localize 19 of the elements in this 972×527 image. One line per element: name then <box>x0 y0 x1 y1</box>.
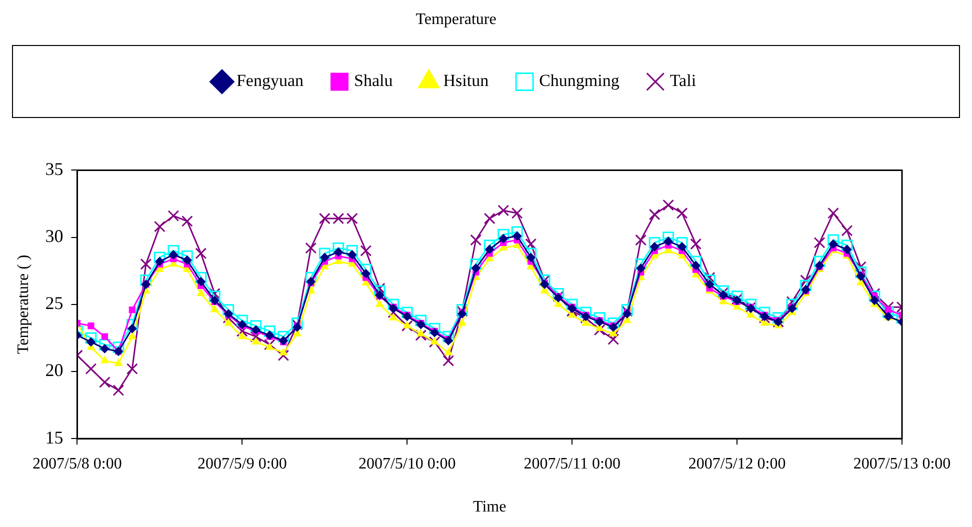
x-tick-label: 2007/5/8 0:00 <box>32 455 122 472</box>
legend-label: Shalu <box>354 71 394 90</box>
y-tick-label: 35 <box>45 158 64 179</box>
y-tick-label: 15 <box>45 427 64 448</box>
legend-label: Fengyuan <box>236 71 304 90</box>
chart-title: Temperature <box>416 10 496 28</box>
x-tick-label: 2007/5/13 0:00 <box>853 455 951 472</box>
x-axis-title: Time <box>473 498 506 516</box>
y-tick-label: 20 <box>45 360 64 380</box>
y-axis-title: Temperature ( ) <box>14 254 32 354</box>
y-tick-label: 25 <box>45 293 64 314</box>
y-tick-label: 30 <box>45 226 64 246</box>
legend-label: Chungming <box>539 71 620 90</box>
legend-label: Hsitun <box>443 71 490 90</box>
x-tick-label: 2007/5/9 0:00 <box>197 455 287 472</box>
legend-label: Tali <box>670 71 696 90</box>
x-tick-label: 2007/5/11 0:00 <box>524 455 620 472</box>
x-tick-label: 2007/5/12 0:00 <box>688 455 786 472</box>
x-tick-label: 2007/5/10 0:00 <box>358 455 456 472</box>
